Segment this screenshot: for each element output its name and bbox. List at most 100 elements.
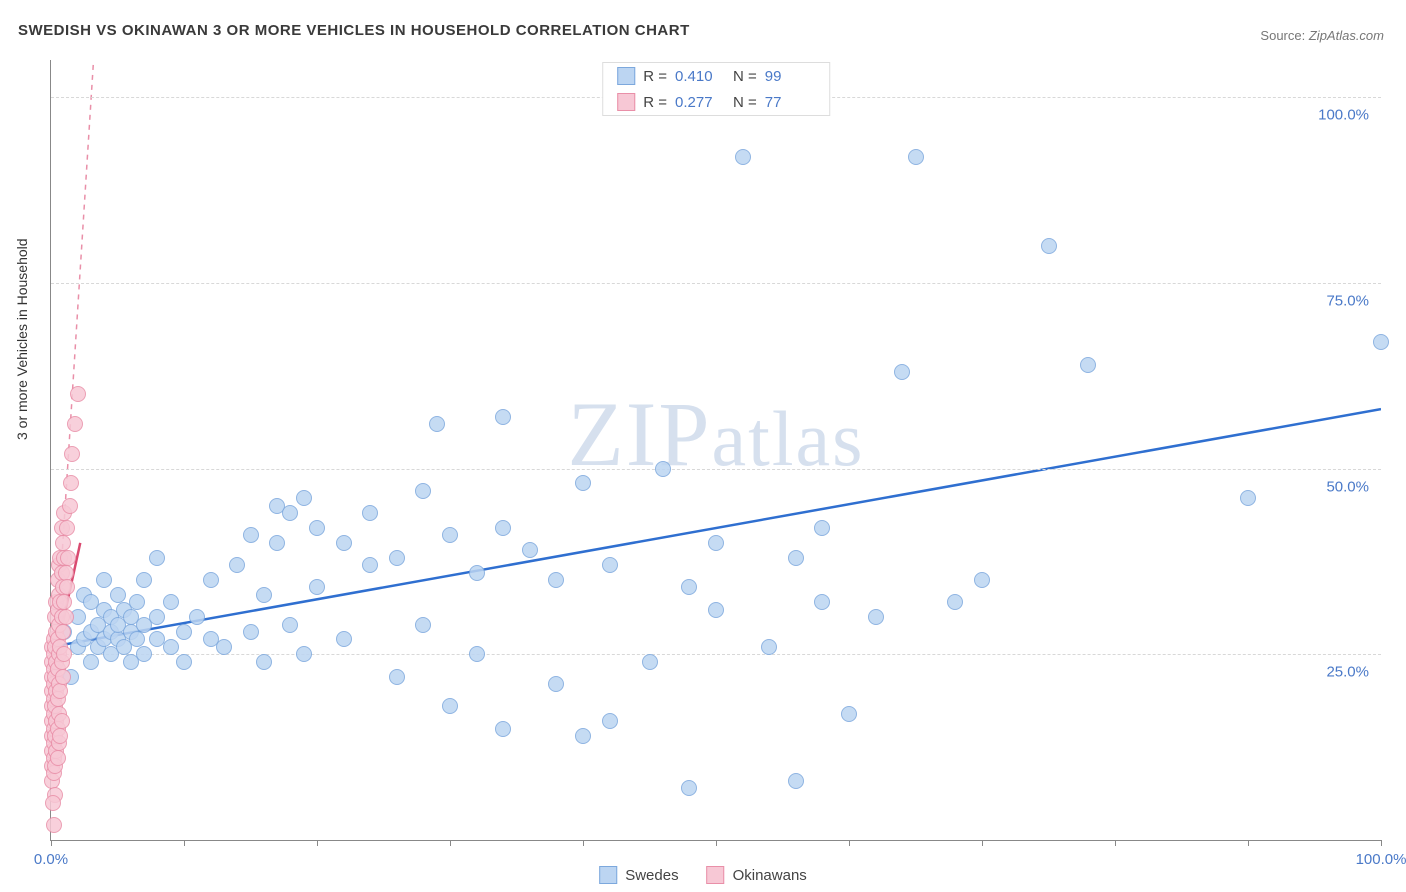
data-point: [282, 617, 298, 633]
chart-title: SWEDISH VS OKINAWAN 3 OR MORE VEHICLES I…: [18, 22, 690, 39]
data-point: [70, 386, 86, 402]
data-point: [469, 565, 485, 581]
source-value: ZipAtlas.com: [1309, 28, 1384, 43]
data-point: [256, 654, 272, 670]
data-point: [60, 550, 76, 566]
data-point: [163, 594, 179, 610]
y-tick-label: 25.0%: [1326, 664, 1369, 681]
data-point: [1080, 357, 1096, 373]
n-label: N =: [733, 94, 757, 111]
n-value: 99: [765, 68, 815, 85]
data-point: [256, 587, 272, 603]
y-axis-label: 3 or more Vehicles in Household: [14, 238, 30, 440]
data-point: [362, 505, 378, 521]
data-point: [814, 520, 830, 536]
x-tick: [716, 840, 717, 846]
legend-label: Swedes: [625, 867, 678, 884]
data-point: [149, 609, 165, 625]
data-point: [602, 713, 618, 729]
data-point: [788, 773, 804, 789]
data-point: [243, 527, 259, 543]
gridline: [51, 654, 1381, 655]
data-point: [1373, 334, 1389, 350]
x-tick: [450, 840, 451, 846]
data-point: [522, 542, 538, 558]
x-tick: [1248, 840, 1249, 846]
data-point: [362, 557, 378, 573]
data-point: [761, 639, 777, 655]
data-point: [58, 609, 74, 625]
data-point: [63, 475, 79, 491]
data-point: [814, 594, 830, 610]
data-point: [136, 646, 152, 662]
data-point: [52, 728, 68, 744]
x-tick: [184, 840, 185, 846]
data-point: [296, 646, 312, 662]
data-point: [495, 409, 511, 425]
scatter-plot: ZIPatlas R =0.410N =99R =0.277N =77 25.0…: [50, 60, 1381, 841]
source-attribution: Source: ZipAtlas.com: [1260, 28, 1384, 43]
data-point: [708, 602, 724, 618]
data-point: [548, 572, 564, 588]
data-point: [59, 579, 75, 595]
r-value: 0.277: [675, 94, 725, 111]
series-legend: SwedesOkinawans: [599, 866, 807, 884]
x-tick: [849, 840, 850, 846]
y-tick-label: 75.0%: [1326, 292, 1369, 309]
data-point: [282, 505, 298, 521]
x-tick: [51, 840, 52, 846]
data-point: [129, 594, 145, 610]
legend-row: R = 0.410 N = 99: [603, 63, 829, 89]
data-point: [336, 631, 352, 647]
data-point: [176, 624, 192, 640]
data-point: [55, 624, 71, 640]
x-tick: [982, 840, 983, 846]
data-point: [269, 535, 285, 551]
data-point: [389, 669, 405, 685]
x-tick: [317, 840, 318, 846]
data-point: [59, 520, 75, 536]
source-label: Source:: [1260, 28, 1305, 43]
data-point: [947, 594, 963, 610]
data-point: [841, 706, 857, 722]
gridline: [51, 283, 1381, 284]
correlation-legend: R = 0.410 N = 99R = 0.277 N = 77: [602, 62, 830, 116]
data-point: [296, 490, 312, 506]
legend-swatch: [617, 67, 635, 85]
data-point: [229, 557, 245, 573]
data-point: [203, 572, 219, 588]
data-point: [216, 639, 232, 655]
data-point: [908, 149, 924, 165]
data-point: [58, 565, 74, 581]
data-point: [163, 639, 179, 655]
r-value: 0.410: [675, 68, 725, 85]
data-point: [708, 535, 724, 551]
data-point: [189, 609, 205, 625]
data-point: [309, 579, 325, 595]
y-tick-label: 50.0%: [1326, 478, 1369, 495]
x-tick: [1115, 840, 1116, 846]
data-point: [136, 572, 152, 588]
data-point: [67, 416, 83, 432]
data-point: [1041, 238, 1057, 254]
data-point: [45, 795, 61, 811]
data-point: [575, 475, 591, 491]
data-point: [96, 572, 112, 588]
data-point: [974, 572, 990, 588]
data-point: [788, 550, 804, 566]
data-point: [495, 721, 511, 737]
data-point: [681, 780, 697, 796]
data-point: [602, 557, 618, 573]
r-label: R =: [643, 68, 667, 85]
data-point: [56, 646, 72, 662]
data-point: [46, 817, 62, 833]
data-point: [54, 713, 70, 729]
legend-swatch: [599, 866, 617, 884]
x-tick-label: 0.0%: [34, 851, 68, 868]
data-point: [415, 617, 431, 633]
data-point: [176, 654, 192, 670]
legend-item: Swedes: [599, 866, 678, 884]
data-point: [548, 676, 564, 692]
n-label: N =: [733, 68, 757, 85]
n-value: 77: [765, 94, 815, 111]
